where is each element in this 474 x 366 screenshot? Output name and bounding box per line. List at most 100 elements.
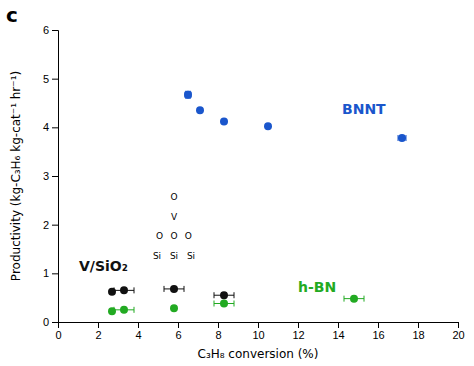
tick-mark (52, 322, 58, 323)
atom-label: Si (153, 251, 161, 261)
tick: 18 (412, 322, 424, 341)
tick-mark (98, 322, 99, 328)
tick-mark (52, 273, 58, 274)
tick-mark (52, 30, 58, 31)
error-cap (134, 287, 135, 293)
atom-label: O (170, 192, 177, 202)
tick-label: 6 (43, 24, 49, 36)
atom-label: Si (187, 251, 195, 261)
tick-mark (258, 322, 259, 328)
tick: 2 (95, 322, 101, 341)
error-cap (234, 301, 235, 307)
tick-mark (338, 322, 339, 328)
point (108, 307, 116, 315)
series (184, 91, 406, 142)
series-label: BNNT (342, 101, 386, 117)
x-error-bar (114, 287, 134, 293)
error-cap (214, 292, 215, 298)
tick: 1 (43, 267, 58, 279)
point (264, 122, 272, 130)
tick: 0 (55, 322, 61, 341)
tick-mark (52, 176, 58, 177)
tick-mark (458, 322, 459, 328)
point (120, 306, 128, 314)
series-label: V/SiO₂ (79, 258, 128, 274)
error-cap (364, 296, 365, 302)
tick-label: 2 (43, 219, 49, 231)
tick: 3 (43, 170, 58, 182)
error-cap (114, 287, 115, 293)
point (120, 286, 128, 294)
tick: 6 (43, 24, 58, 36)
y-error-bar (185, 91, 191, 98)
point (220, 291, 228, 299)
point (350, 295, 358, 303)
tick: 8 (215, 322, 221, 341)
x-error-bar (398, 135, 406, 141)
tick: 12 (292, 322, 304, 341)
atom-label: O (156, 231, 163, 241)
chart: 024681012141618200123456C₃H₈ conversion … (0, 0, 474, 366)
tick-label: 0 (55, 329, 61, 341)
tick-label: 12 (292, 329, 304, 341)
panel-label: c (6, 3, 18, 27)
tick-mark (178, 322, 179, 328)
tick-label: 8 (215, 329, 221, 341)
atom-label: O (185, 231, 192, 241)
tick: 4 (135, 322, 141, 341)
error-cap (134, 307, 135, 313)
x-error-bar (114, 307, 134, 313)
x-error-bar (214, 292, 234, 298)
tick-mark (378, 322, 379, 328)
error-cap (234, 292, 235, 298)
point (220, 300, 228, 308)
tick-label: 6 (175, 329, 181, 341)
axis-line (59, 323, 459, 329)
x-error-bar (164, 286, 184, 292)
y-axis-title: Productivity (kg-C₃H₆ kg-cat⁻¹ hr⁻¹) (9, 71, 23, 281)
point (184, 91, 192, 99)
tick-label: 3 (43, 170, 49, 182)
point (220, 117, 228, 125)
tick: 0 (43, 316, 58, 328)
series (108, 295, 364, 316)
tick-mark (52, 127, 58, 128)
tick-label: 18 (412, 329, 424, 341)
tick-label: 0 (43, 316, 49, 328)
tick: 5 (43, 73, 58, 85)
tick-label: 14 (332, 329, 344, 341)
atom-label: V (171, 212, 178, 222)
marks (108, 91, 406, 316)
x-error-bar (344, 296, 364, 302)
error-cap (184, 286, 185, 292)
tick-label: 10 (252, 329, 264, 341)
tick-label: 16 (372, 329, 384, 341)
tick-label: 4 (43, 121, 49, 133)
tick: 20 (452, 322, 464, 341)
point (398, 134, 406, 142)
series-label: h-BN (298, 279, 336, 295)
tick-label: 4 (135, 329, 141, 341)
tick: 6 (175, 322, 181, 341)
annotations: BNNTh-BNV/SiO₂SiSiSiOOOVO (79, 101, 386, 295)
tick-label: 1 (43, 267, 49, 279)
tick-label: 5 (43, 73, 49, 85)
x-error-bar (214, 301, 234, 307)
error-cap (344, 296, 345, 302)
tick-label: 20 (452, 329, 464, 341)
point (170, 285, 178, 293)
point (196, 106, 204, 114)
series (108, 285, 234, 299)
tick: 2 (43, 219, 58, 231)
tick: 14 (332, 322, 344, 341)
tick-label: 2 (95, 329, 101, 341)
plot: 024681012141618200123456C₃H₈ conversion … (9, 24, 465, 361)
tick: 10 (252, 322, 264, 341)
tick-mark (52, 225, 58, 226)
error-cap (214, 301, 215, 307)
error-cap (164, 286, 165, 292)
tick-mark (418, 322, 419, 328)
atom-label: Si (170, 251, 178, 261)
x-axis-title: C₃H₈ conversion (%) (198, 347, 319, 361)
y-axis: 0 1 2 3 4 5 6 (43, 24, 59, 328)
